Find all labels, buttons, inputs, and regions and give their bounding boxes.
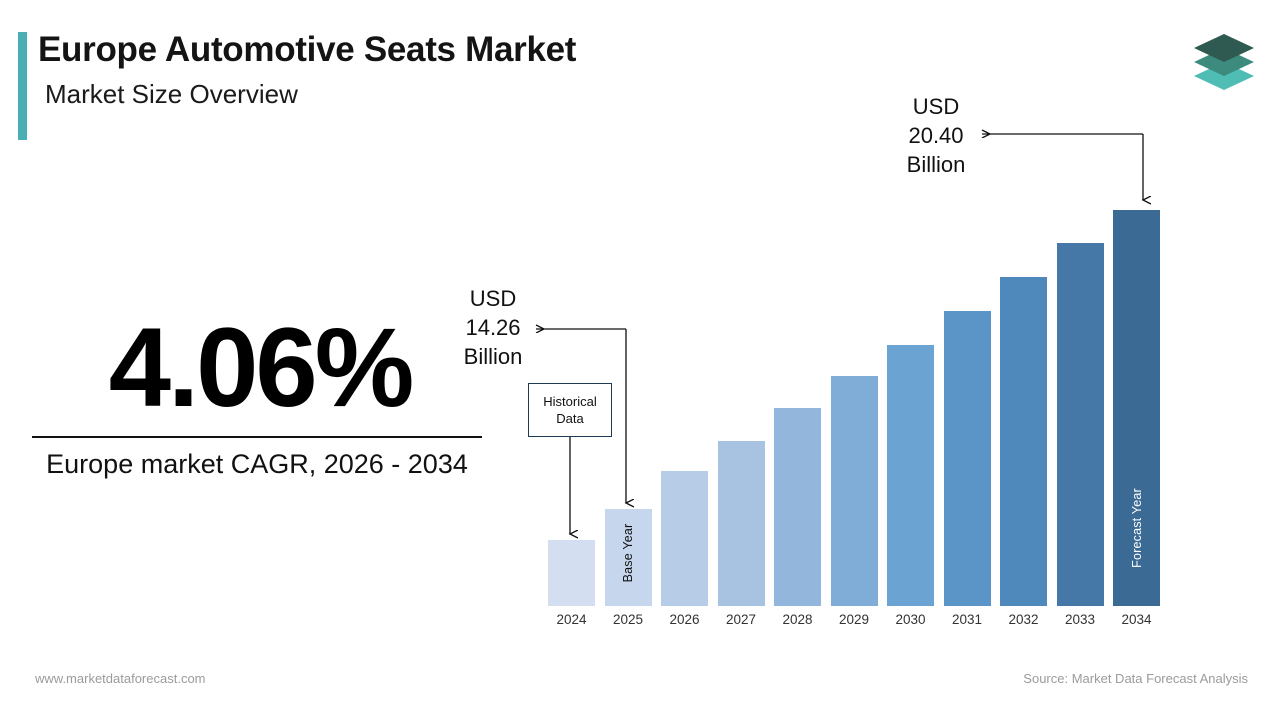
bar-2026 [661,471,708,606]
cagr-caption: Europe market CAGR, 2026 - 2034 [46,449,468,479]
stacked-diamonds-logo [1186,28,1262,98]
bar-2025: Base Year [604,509,652,606]
x-axis-label-2030: 2030 [895,612,926,627]
x-axis-label-2025: 2025 [612,612,644,627]
bar-2024 [548,540,595,606]
footer-source: Source: Market Data Forecast Analysis [1023,671,1248,686]
title-accent-bar [18,32,27,140]
cagr-divider [32,436,482,438]
x-axis-label-2034: 2034 [1121,612,1152,627]
x-axis-label-2028: 2028 [782,612,813,627]
x-axis-label-2032: 2032 [1008,612,1039,627]
historical-data-box: Historical Data [528,383,612,437]
callout-base-year-value: USD 14.26 Billion [463,286,523,369]
bar-2034: Forecast Year [1113,210,1160,606]
footer-website[interactable]: www.marketdataforecast.com [35,671,206,686]
bar-inner-label-2025: Base Year [621,523,635,583]
bar-inner-label-2034: Forecast Year [1129,488,1144,568]
x-axis-label-2027: 2027 [725,612,757,627]
cagr-value: 4.06% [108,305,415,430]
callout-forecast-year-value: USD 20.40 Billion [906,94,966,177]
x-axis-label-2024: 2024 [556,612,587,627]
bar-2032 [1000,277,1047,606]
x-axis-label-2031: 2031 [951,612,983,627]
x-axis-label-2026: 2026 [669,612,700,627]
bar-2028 [774,408,821,606]
bar-2030 [887,345,934,606]
bar-2029 [830,376,878,606]
bar-2033 [1056,243,1104,606]
x-axis-label-2033: 2033 [1064,612,1096,627]
bar-2031 [943,311,991,606]
page-subtitle: Market Size Overview [45,79,298,109]
page-title: Europe Automotive Seats Market [38,30,577,69]
logo-diamond-top [1194,34,1254,62]
x-axis-label-2029: 2029 [838,612,870,627]
bar-2027 [717,441,765,606]
